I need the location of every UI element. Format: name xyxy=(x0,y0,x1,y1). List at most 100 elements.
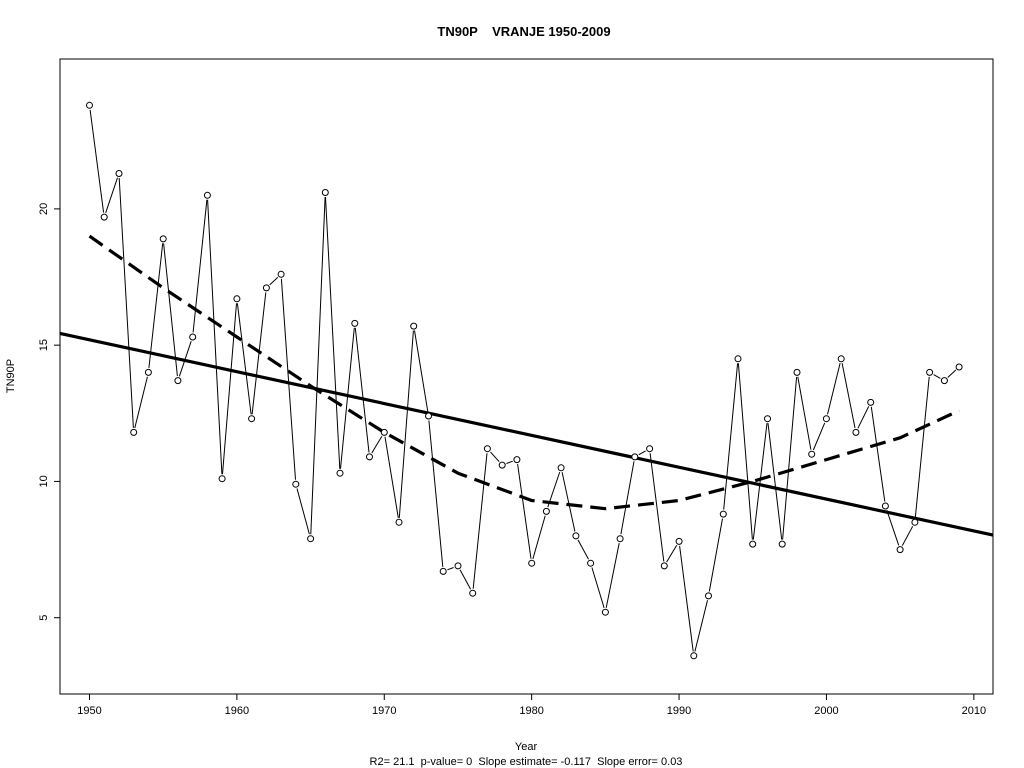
data-point xyxy=(307,535,315,543)
data-point xyxy=(203,191,211,199)
data-point xyxy=(734,355,742,363)
series-segment xyxy=(914,376,930,518)
data-point xyxy=(587,559,595,567)
y-axis-label: TN90P xyxy=(5,359,17,393)
data-point xyxy=(469,589,477,597)
data-point xyxy=(321,189,329,196)
data-point xyxy=(425,412,432,420)
data-point xyxy=(837,355,845,363)
series-segment xyxy=(163,243,178,377)
data-point xyxy=(926,368,934,376)
data-point xyxy=(174,377,182,385)
data-series xyxy=(86,101,963,660)
data-point xyxy=(336,469,344,477)
series-segment xyxy=(577,539,589,560)
data-point xyxy=(896,546,904,554)
series-segment xyxy=(371,435,383,454)
data-point xyxy=(277,270,285,278)
data-point xyxy=(439,567,447,575)
series-segment xyxy=(886,510,900,546)
x-tick-label: 2010 xyxy=(962,705,986,717)
data-point xyxy=(764,415,771,423)
x-tick-label: 1970 xyxy=(372,705,396,717)
linear-trend-line xyxy=(59,331,994,537)
series-segment xyxy=(134,376,148,429)
series-segment xyxy=(797,376,812,450)
series-segment xyxy=(870,406,886,502)
data-point xyxy=(867,398,875,406)
series-segment xyxy=(547,471,561,508)
series-segment xyxy=(251,292,267,415)
x-tick-label: 1960 xyxy=(225,705,249,717)
data-point xyxy=(454,562,462,570)
data-point xyxy=(351,319,359,327)
data-point xyxy=(616,535,624,543)
series-segment xyxy=(532,515,546,560)
series-segment xyxy=(310,196,326,535)
series-segment xyxy=(506,460,513,464)
data-point xyxy=(793,368,801,376)
data-point xyxy=(852,428,860,436)
y-tick-label: 5 xyxy=(38,615,50,621)
data-point xyxy=(557,464,565,472)
series-segment xyxy=(723,363,739,510)
series-segment xyxy=(857,406,870,429)
data-point xyxy=(483,445,491,453)
series-segment xyxy=(841,363,856,429)
data-point xyxy=(380,428,388,436)
data-point xyxy=(690,652,698,660)
trend-lines xyxy=(59,234,994,537)
series-segment xyxy=(89,109,105,213)
series-segment xyxy=(561,472,576,532)
series-segment xyxy=(933,374,941,379)
data-point xyxy=(528,559,536,567)
data-point xyxy=(601,608,609,616)
data-point xyxy=(778,540,786,548)
chart-title: TN90P VRANJE 1950-2009 xyxy=(437,24,610,39)
data-point xyxy=(911,518,919,526)
series-segment xyxy=(767,423,783,540)
series-segment xyxy=(827,363,841,415)
series-segment xyxy=(620,461,635,535)
series-segment xyxy=(472,453,488,589)
series-segment xyxy=(414,330,429,412)
data-point xyxy=(513,456,521,464)
series-segment xyxy=(178,341,192,377)
series-segment xyxy=(679,545,694,652)
series-segment xyxy=(269,277,279,286)
data-point xyxy=(542,507,550,515)
data-point xyxy=(218,475,226,483)
y-tick-label: 10 xyxy=(38,475,50,487)
series-segment xyxy=(398,330,414,518)
series-segment xyxy=(812,422,826,451)
data-point xyxy=(719,510,727,518)
series-segment xyxy=(428,420,444,567)
data-point xyxy=(144,368,152,376)
series-segment xyxy=(947,369,957,378)
x-axis-label: Year xyxy=(515,741,538,753)
data-point xyxy=(646,445,654,453)
series-segment xyxy=(207,199,223,475)
x-tick-label: 2000 xyxy=(814,705,838,717)
series-segment xyxy=(354,327,370,453)
data-point xyxy=(410,322,418,330)
data-point xyxy=(130,428,138,436)
quadratic-trend-line xyxy=(88,234,960,511)
series-segment xyxy=(490,451,500,463)
x-axis: 1950 1960 1970 1980 1990 2000 2010 xyxy=(77,694,986,717)
series-segment xyxy=(236,303,252,415)
data-point xyxy=(749,540,757,548)
data-point xyxy=(189,333,197,341)
series-segment xyxy=(752,423,768,540)
data-point xyxy=(262,284,270,292)
data-point xyxy=(248,415,256,423)
series-segment xyxy=(148,243,164,368)
data-point xyxy=(881,502,889,510)
x-tick-label: 1990 xyxy=(667,705,691,717)
data-point xyxy=(822,415,830,423)
data-point xyxy=(366,453,373,461)
data-point xyxy=(705,592,712,600)
data-point xyxy=(395,518,403,526)
data-point xyxy=(660,562,668,570)
